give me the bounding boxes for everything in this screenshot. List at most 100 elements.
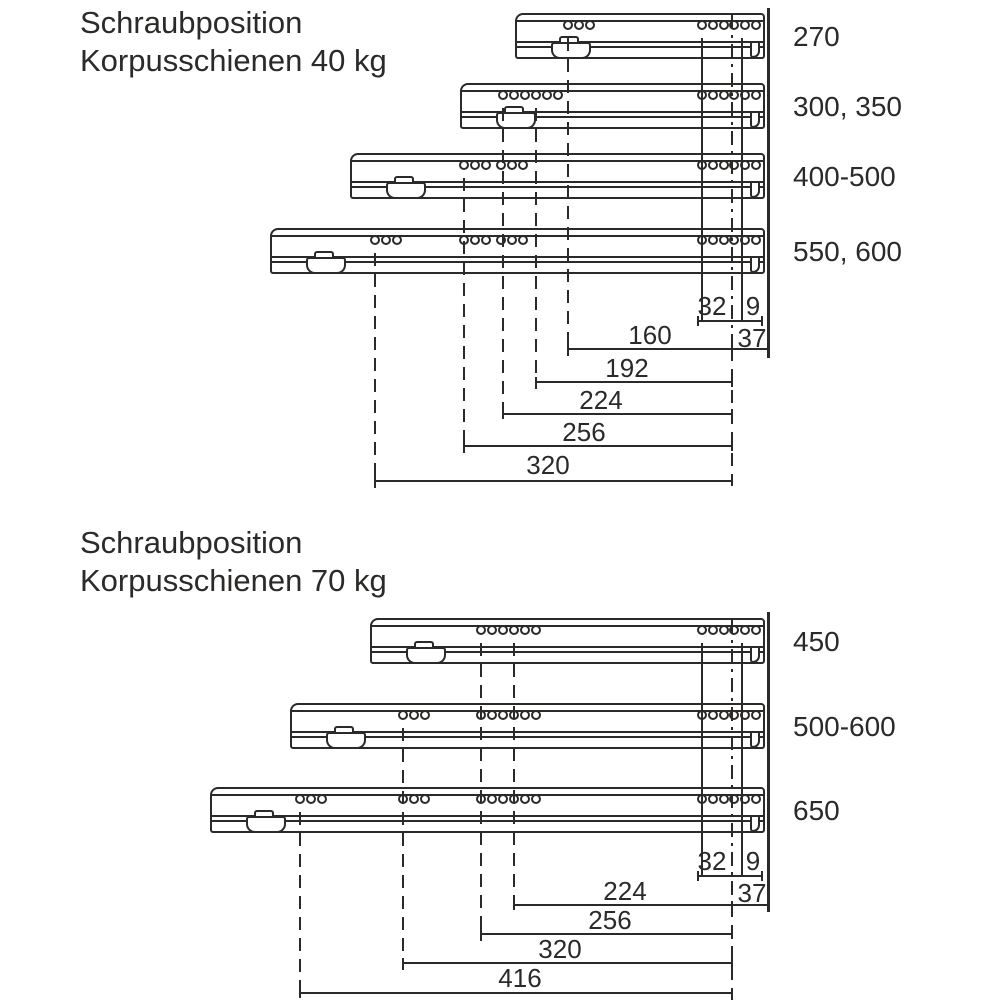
screw-hole bbox=[520, 710, 530, 720]
dimension-line bbox=[375, 480, 732, 482]
rail-end-hook bbox=[750, 731, 760, 748]
rail-length-label: 450 bbox=[793, 626, 840, 657]
dimension-tick bbox=[567, 344, 569, 354]
drawer-rail bbox=[370, 618, 765, 664]
screw-hole bbox=[751, 235, 761, 245]
screw-hole bbox=[392, 235, 402, 245]
wall-line bbox=[767, 8, 770, 358]
rail-length-label: 270 bbox=[793, 21, 840, 52]
screw-hole bbox=[697, 20, 707, 30]
screw-hole bbox=[708, 794, 718, 804]
guide-line-dashed bbox=[731, 904, 733, 1000]
dimension-tick bbox=[502, 409, 504, 419]
rail-top-edge-line bbox=[352, 160, 763, 162]
screw-hole bbox=[507, 235, 517, 245]
screw-hole bbox=[409, 794, 419, 804]
screw-hole bbox=[751, 20, 761, 30]
rail-length-label: 300, 350 bbox=[793, 91, 902, 122]
section-title-line1: Schraubposition bbox=[80, 525, 303, 560]
rail-groove-line bbox=[272, 261, 763, 263]
wall-line bbox=[767, 612, 770, 912]
screw-hole bbox=[719, 235, 729, 245]
rail-latch-tab bbox=[314, 251, 334, 260]
section-title-line2: Korpusschienen 40 kg bbox=[80, 43, 387, 78]
dimension-tick bbox=[463, 441, 465, 451]
rail-latch-tab bbox=[394, 176, 414, 185]
screw-hole bbox=[370, 235, 380, 245]
screw-hole bbox=[487, 794, 497, 804]
screw-hole bbox=[518, 160, 528, 170]
screw-hole bbox=[719, 160, 729, 170]
screw-hole bbox=[295, 794, 305, 804]
dimension-tick bbox=[761, 871, 763, 881]
screw-hole bbox=[697, 625, 707, 635]
dimension-tick bbox=[299, 988, 301, 998]
screw-hole bbox=[719, 625, 729, 635]
rail-end-hook bbox=[750, 111, 760, 128]
guide-line-dashed bbox=[567, 38, 569, 356]
screw-hole bbox=[498, 625, 508, 635]
screw-hole bbox=[481, 160, 491, 170]
dimension-value: 256 bbox=[588, 905, 632, 935]
rail-groove-line bbox=[517, 41, 763, 43]
screw-hole bbox=[719, 710, 729, 720]
rail-latch-tab bbox=[414, 641, 434, 650]
dimension-line bbox=[568, 348, 768, 350]
screw-hole bbox=[498, 794, 508, 804]
rail-groove-line bbox=[292, 731, 763, 733]
dimension-tick bbox=[767, 900, 769, 910]
dimension-value: 37 bbox=[737, 878, 767, 908]
dimension-tick bbox=[731, 377, 733, 387]
rail-length-label: 550, 600 bbox=[793, 236, 902, 267]
dimension-tick bbox=[731, 958, 733, 968]
dimension-line bbox=[698, 320, 762, 322]
section-title-line1: Schraubposition bbox=[80, 5, 303, 40]
rail-length-label: 400-500 bbox=[793, 161, 896, 192]
screw-hole bbox=[498, 90, 508, 100]
rail-end-hook bbox=[750, 256, 760, 273]
dimension-line bbox=[698, 875, 762, 877]
rail-end-hook bbox=[750, 41, 760, 58]
screw-hole bbox=[306, 794, 316, 804]
rail-groove-line bbox=[292, 736, 763, 738]
guide-line-dashed bbox=[402, 728, 404, 970]
screw-hole bbox=[729, 160, 739, 170]
section-title-line2: Korpusschienen 70 kg bbox=[80, 563, 387, 598]
dimension-line bbox=[503, 413, 732, 415]
screw-hole bbox=[476, 625, 486, 635]
guide-line-solid bbox=[741, 38, 743, 322]
dimension-value: 32 bbox=[697, 846, 727, 876]
screw-hole bbox=[740, 625, 750, 635]
dimension-tick bbox=[761, 316, 763, 326]
screw-hole bbox=[751, 710, 761, 720]
guide-line-dashdot bbox=[731, 620, 733, 904]
rail-groove-line bbox=[462, 116, 763, 118]
screw-hole bbox=[729, 794, 739, 804]
rail-groove-line bbox=[517, 46, 763, 48]
guide-line-dashed bbox=[502, 108, 504, 421]
dimension-tick bbox=[480, 929, 482, 939]
rail-groove-line bbox=[352, 186, 763, 188]
rail-latch-tab bbox=[504, 106, 524, 115]
dimension-line bbox=[536, 381, 732, 383]
drawer-rail bbox=[460, 83, 765, 129]
guide-line-solid bbox=[701, 38, 703, 322]
dimension-value: 32 bbox=[697, 291, 727, 321]
guide-line-solid bbox=[741, 643, 743, 877]
rail-groove-line bbox=[272, 256, 763, 258]
dimension-value: 416 bbox=[498, 963, 542, 993]
screw-hole bbox=[520, 625, 530, 635]
dimension-line bbox=[464, 445, 732, 447]
dimension-tick bbox=[535, 377, 537, 387]
dimension-value: 160 bbox=[628, 320, 672, 350]
dimension-tick bbox=[697, 871, 699, 881]
screw-hole bbox=[751, 90, 761, 100]
rail-groove-line bbox=[462, 111, 763, 113]
screw-hole bbox=[708, 20, 718, 30]
screw-hole bbox=[409, 710, 419, 720]
screw-hole bbox=[470, 160, 480, 170]
screw-hole bbox=[470, 235, 480, 245]
rail-end-hook bbox=[750, 815, 760, 832]
rail-length-label: 500-600 bbox=[793, 711, 896, 742]
